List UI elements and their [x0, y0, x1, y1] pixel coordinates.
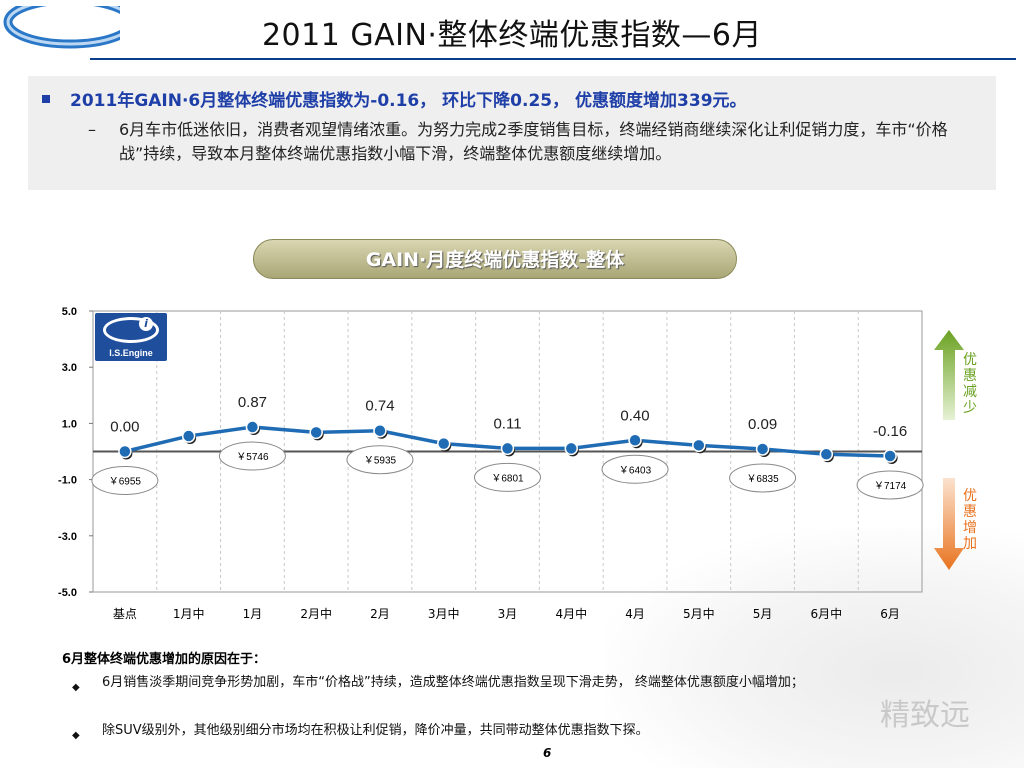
data-label: 0.09 — [748, 416, 777, 433]
x-tick-label: 6月中 — [811, 606, 843, 621]
data-label: 0.40 — [620, 407, 649, 424]
reason-item: ◆ 除SUV级别外，其他级别细分市场均在积极让利促销，降价冲量，共同带动整体优惠… — [72, 720, 982, 742]
reasons-title: 6月整体终端优惠增加的原因在于： — [62, 652, 267, 667]
data-point — [883, 449, 897, 463]
price-label: ￥6801 — [491, 473, 524, 484]
summary-detail: 6月车市低迷依旧，消费者观望情绪浓重。为努力完成2季度销售目标，终端经销商继续深… — [119, 120, 948, 163]
x-tick-label: 1月中 — [173, 606, 205, 621]
data-point — [692, 438, 706, 453]
price-label: ￥7174 — [874, 481, 907, 492]
info-icon: i — [139, 317, 153, 331]
price-label: ￥5935 — [364, 456, 397, 467]
data-point — [819, 447, 834, 462]
diamond-bullet-icon: ◆ — [72, 682, 80, 693]
down-arrow-icon — [934, 478, 964, 570]
data-point — [628, 433, 642, 448]
logo-text: I.S.Engine — [109, 348, 153, 358]
data-label: 0.87 — [238, 394, 267, 411]
brand-watermark: 精致远 — [880, 698, 970, 733]
chart-title: GAIN·月度终端优惠指数-整体 — [253, 239, 737, 279]
x-tick-label: 5月 — [753, 607, 773, 621]
x-tick-label: 3月中 — [428, 606, 460, 621]
summary-box: 2011年GAIN·6月整体终端优惠指数为-0.16， 环比下降0.25， 优惠… — [28, 76, 996, 190]
is-engine-logo: i I.S.Engine — [95, 313, 167, 361]
data-label: -0.16 — [873, 423, 907, 440]
data-label: 0.11 — [493, 415, 521, 432]
price-label: ￥6403 — [619, 465, 652, 476]
summary-headline: 2011年GAIN·6月整体终端优惠指数为-0.16， 环比下降0.25， 优惠… — [70, 91, 747, 111]
square-bullet-icon — [42, 95, 50, 103]
x-tick-label: 1月 — [243, 607, 263, 621]
x-tick-label: 2月 — [370, 607, 390, 621]
price-callout — [218, 441, 286, 471]
data-point — [309, 425, 323, 440]
x-tick-label: 4月中 — [555, 606, 587, 621]
price-label: ￥5746 — [236, 452, 269, 463]
data-label: 0.74 — [365, 398, 394, 415]
corner-swoosh-logo — [0, 0, 120, 49]
logo-ring-icon — [103, 317, 159, 343]
data-point — [436, 436, 451, 451]
price-callout — [474, 462, 541, 492]
data-point — [373, 423, 387, 438]
dash-bullet-icon: – — [88, 120, 96, 139]
gain-index-line-chart: 5.0 3.0 1.0 -1.0 -3.0 -5.0 基点 1月中 1月 2月中 2月 3月中 3月 4月… — [58, 306, 924, 621]
side-label-increase: 优惠增加 — [963, 488, 977, 552]
diamond-bullet-icon: ◆ — [72, 730, 80, 741]
page-number: 6 — [543, 746, 552, 760]
world-map-background — [604, 528, 1024, 768]
slide-title: 2011 GAIN·整体终端优惠指数—6月 — [261, 18, 763, 53]
y-tick-label: -5.0 — [58, 587, 77, 599]
price-callout — [601, 454, 669, 484]
y-tick-label: 5.0 — [62, 306, 77, 318]
up-arrow-icon — [934, 330, 964, 420]
y-tick-label: -3.0 — [58, 531, 77, 543]
summary-detail-row: – 6月车市低迷依旧，消费者观望情绪浓重。为努力完成2季度销售目标，终端经销商继… — [88, 118, 984, 166]
data-point — [245, 420, 260, 434]
y-tick-label: 3.0 — [62, 362, 77, 374]
side-label-decrease: 优惠减少 — [963, 352, 977, 416]
data-point — [564, 441, 579, 456]
x-tick-label: 2月中 — [300, 606, 332, 621]
x-tick-label: 5月中 — [683, 606, 715, 621]
x-tick-label: 3月 — [498, 607, 518, 621]
data-point — [500, 441, 515, 456]
x-tick-label: 4月 — [625, 607, 645, 621]
data-point — [181, 429, 196, 443]
price-label: ￥6955 — [109, 477, 142, 488]
price-callout — [91, 466, 159, 495]
title-divider — [90, 58, 1016, 60]
data-label: 0.00 — [110, 419, 139, 436]
data-point — [755, 442, 770, 456]
price-callout — [346, 445, 414, 475]
reason-item: ◆ 6月销售淡季期间竞争形势加剧，车市“价格战”持续，造成整体终端优惠指数呈现下… — [72, 672, 982, 694]
y-tick-label: 1.0 — [62, 418, 77, 430]
x-tick-label: 基点 — [113, 607, 137, 621]
data-point — [118, 444, 132, 459]
price-callout — [729, 463, 797, 493]
price-callout — [856, 470, 924, 500]
price-label: ￥6835 — [746, 474, 779, 485]
summary-headline-row: 2011年GAIN·6月整体终端优惠指数为-0.16， 环比下降0.25， 优惠… — [42, 86, 747, 111]
y-tick-label: -1.0 — [58, 475, 77, 487]
x-tick-label: 6月 — [880, 607, 900, 621]
